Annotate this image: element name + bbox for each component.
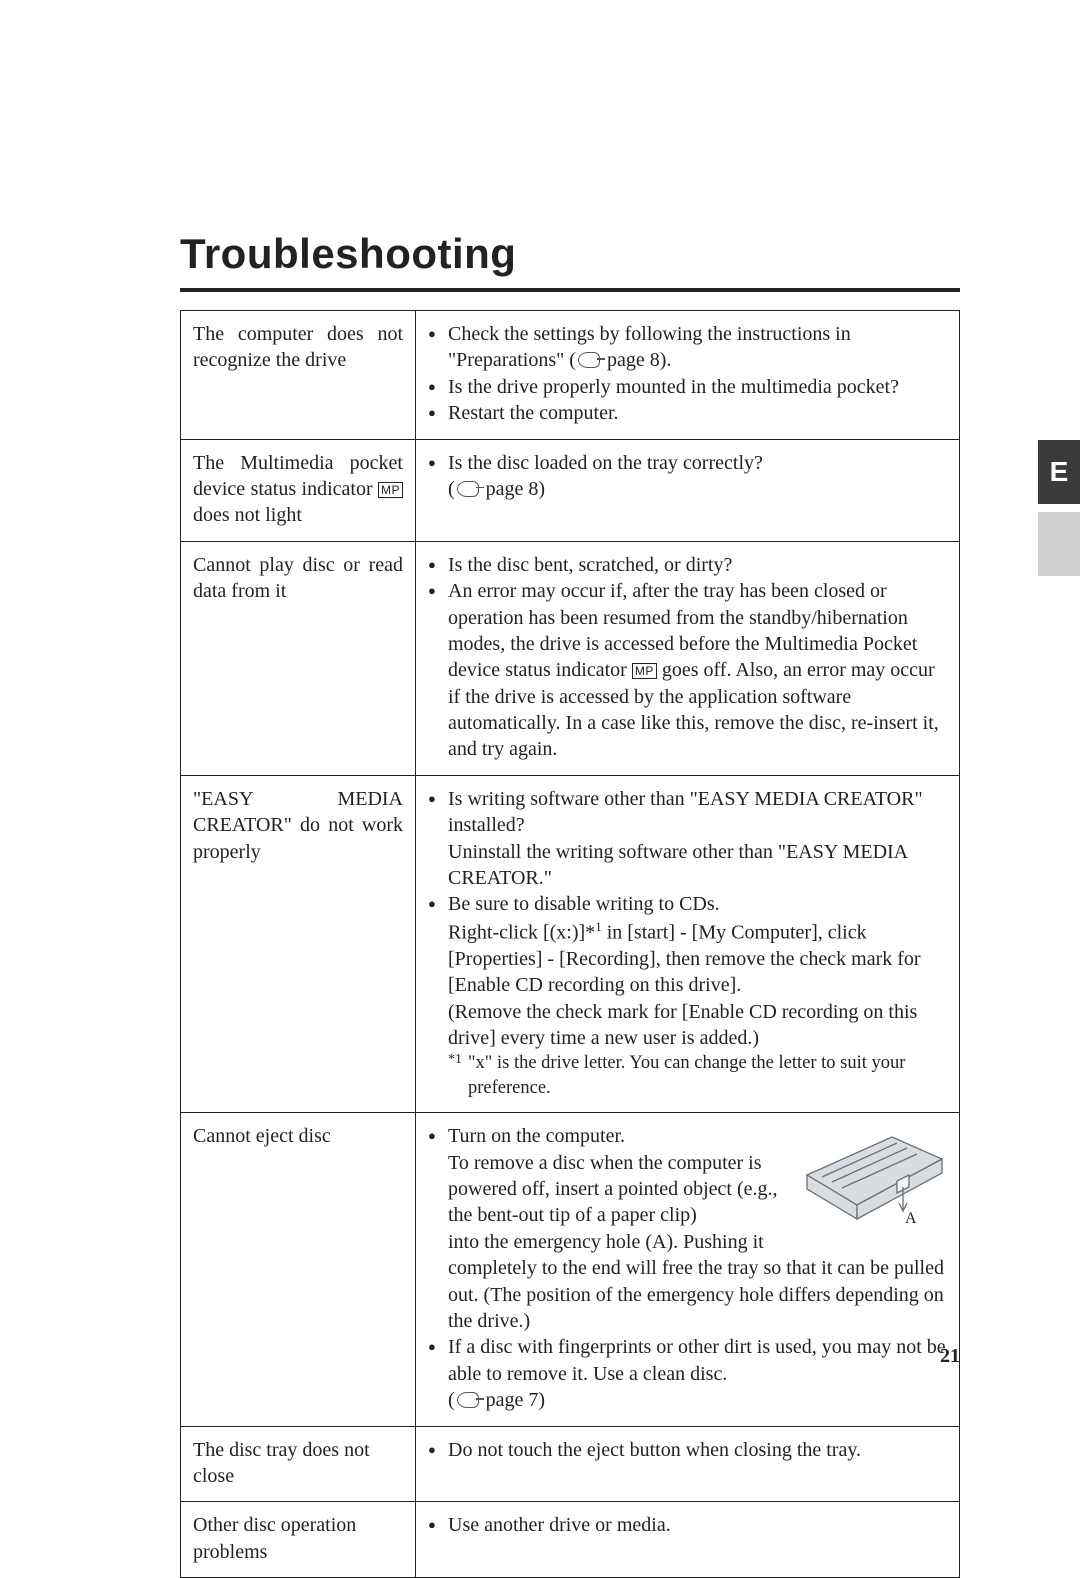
table-row: Cannot play disc or read data from it Is…	[181, 541, 960, 775]
illus-label: A	[905, 1210, 917, 1227]
side-tab-inactive	[1038, 512, 1080, 576]
page-title: Troubleshooting	[180, 230, 960, 278]
bullet-item: Do not touch the eject button when closi…	[428, 1437, 947, 1463]
solution-cell: Is the disc bent, scratched, or dirty? A…	[416, 541, 960, 775]
side-tabs: E	[1038, 440, 1080, 584]
side-tab-active: E	[1038, 440, 1080, 504]
bullet-item: Restart the computer.	[428, 400, 947, 426]
bullet-item: Be sure to disable writing to CDs.	[428, 891, 947, 917]
bullet-item: Check the settings by following the inst…	[428, 321, 947, 374]
continuation: ( page 8)	[428, 476, 947, 502]
table-row: Cannot eject disc A	[181, 1113, 960, 1426]
footnote: *1 "x" is the drive letter. You can chan…	[428, 1051, 947, 1100]
problem-cell: Cannot eject disc	[181, 1113, 416, 1426]
bullet-item: An error may occur if, after the tray ha…	[428, 578, 947, 763]
book-icon	[457, 481, 479, 497]
mp-icon: MP	[378, 482, 403, 498]
continuation: Right-click [(x:)]*1 in [start] - [My Co…	[428, 918, 947, 999]
continuation: Uninstall the writing software other tha…	[428, 839, 947, 892]
bullet-item: If a disc with fingerprints or other dir…	[428, 1334, 947, 1387]
page: Troubleshooting The computer does not re…	[0, 0, 1080, 1528]
solution-cell: Is writing software other than "EASY MED…	[416, 775, 960, 1112]
continuation: (Remove the check mark for [Enable CD re…	[428, 999, 947, 1052]
bullet-item: Use another drive or media.	[428, 1512, 947, 1538]
bullet-item: Is the drive properly mounted in the mul…	[428, 374, 947, 400]
footnote-mark: *1	[448, 1051, 462, 1069]
problem-cell: The disc tray does not close	[181, 1426, 416, 1502]
problem-cell: The computer does not recog­nize the dri…	[181, 311, 416, 440]
problem-cell: Other disc operation problems	[181, 1502, 416, 1578]
problem-text: The computer does not recog­nize the dri…	[193, 323, 403, 371]
bullet-item: Is the disc bent, scratched, or dirty?	[428, 552, 947, 578]
page-number: 21	[940, 1345, 960, 1368]
table-row: The computer does not recog­nize the dri…	[181, 311, 960, 440]
solution-cell: Check the settings by following the inst…	[416, 311, 960, 440]
troubleshooting-table: The computer does not recog­nize the dri…	[180, 310, 960, 1578]
book-icon	[578, 352, 600, 368]
bullet-item: Is the disc loaded on the tray correctly…	[428, 450, 947, 476]
continuation: ( page 7)	[428, 1387, 947, 1413]
book-icon	[457, 1392, 479, 1408]
continuation: into the emergency hole (A). Pushing it …	[428, 1229, 947, 1335]
table-row: The disc tray does not close Do not touc…	[181, 1426, 960, 1502]
mp-icon: MP	[632, 663, 657, 679]
table-row: "EASY MEDIA CREATOR" do not work properl…	[181, 775, 960, 1112]
bullet-item: Turn on the computer.	[428, 1123, 947, 1149]
table-row: Other disc operation problems Use anothe…	[181, 1502, 960, 1578]
problem-cell: The Multimedia pocket device status indi…	[181, 439, 416, 541]
solution-cell: Is the disc loaded on the tray correctly…	[416, 439, 960, 541]
bullet-item: Is writing software other than "EASY MED…	[428, 786, 947, 839]
problem-cell: "EASY MEDIA CREATOR" do not work properl…	[181, 775, 416, 1112]
title-rule	[180, 288, 960, 292]
problem-cell: Cannot play disc or read data from it	[181, 541, 416, 775]
table-row: The Multimedia pocket device status indi…	[181, 439, 960, 541]
solution-cell: A Turn on the computer. To remove a disc…	[416, 1113, 960, 1426]
solution-cell: Do not touch the eject button when closi…	[416, 1426, 960, 1502]
solution-cell: Use another drive or media.	[416, 1502, 960, 1578]
